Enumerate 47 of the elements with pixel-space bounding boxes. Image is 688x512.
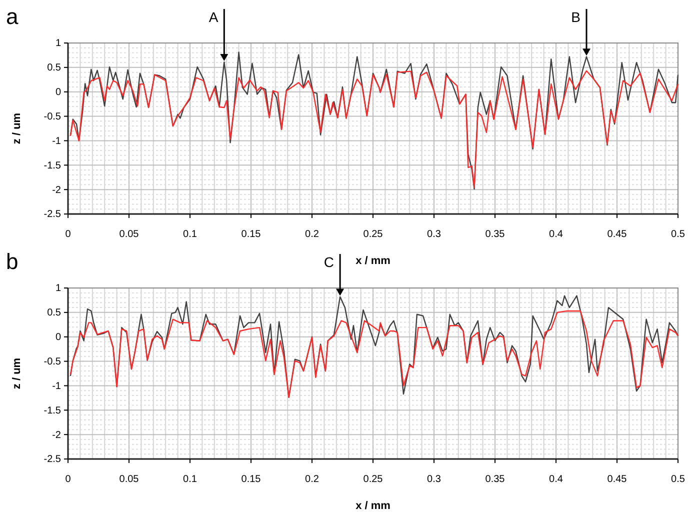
x-tick-label: 0.4 (549, 474, 564, 485)
y-tick-label: -0.5 (44, 111, 62, 122)
chart-title: a (6, 4, 19, 29)
y-tick-label: 0.5 (47, 308, 62, 319)
y-tick-label: -2 (52, 184, 62, 196)
y-tick-label: -2 (52, 430, 62, 441)
x-tick-label: 0.2 (305, 229, 320, 240)
x-tick-label: 0.3 (427, 474, 442, 485)
y-tick-label: -0.5 (44, 356, 62, 368)
x-tick-label: 0.3 (427, 229, 442, 240)
y-tick-label: -1.5 (44, 405, 62, 416)
x-tick-label: 0.35 (485, 474, 506, 485)
y-tick-label: 1 (55, 283, 62, 294)
x-tick-label: 0.25 (363, 229, 384, 240)
x-tick-label: 0.15 (241, 474, 262, 485)
x-tick-label: 0.45 (607, 229, 628, 240)
y-tick-label: -1 (52, 136, 62, 147)
y-tick-label: -2.5 (44, 454, 62, 466)
y-axis-title: z / um (11, 358, 23, 390)
x-tick-label: 0.05 (119, 229, 140, 240)
x-axis-title: x / mm (356, 255, 391, 267)
y-tick-label: 0.5 (47, 62, 62, 74)
x-tick-label: 0.5 (671, 474, 686, 485)
y-tick-label: 0 (55, 87, 62, 98)
chart-title: b (6, 249, 18, 274)
y-tick-label: 1 (55, 38, 62, 50)
x-tick-label: 0.25 (363, 474, 384, 485)
x-tick-label: 0.1 (183, 474, 198, 485)
x-tick-label: 0.1 (183, 229, 198, 240)
y-tick-label: -1.5 (44, 160, 62, 172)
y-tick-label: -1 (52, 380, 62, 392)
y-axis-title: z / um (11, 112, 23, 144)
x-axis-title: x / mm (356, 500, 391, 512)
annotation: A (208, 9, 219, 25)
x-tick-label: 0.35 (485, 229, 506, 240)
x-tick-label: 0 (65, 474, 72, 485)
x-tick-label: 0.4 (549, 229, 564, 240)
y-tick-label: 0 (55, 332, 62, 344)
y-tick-label: -2.5 (44, 209, 62, 220)
x-tick-label: 0.5 (671, 229, 686, 240)
x-tick-label: 0 (65, 229, 72, 240)
x-tick-label: 0.15 (241, 229, 262, 240)
annotation: C (324, 254, 334, 270)
x-tick-label: 0.2 (305, 474, 320, 485)
x-tick-label: 0.45 (607, 474, 628, 485)
annotation: B (571, 9, 580, 25)
x-tick-label: 0.05 (119, 474, 140, 485)
